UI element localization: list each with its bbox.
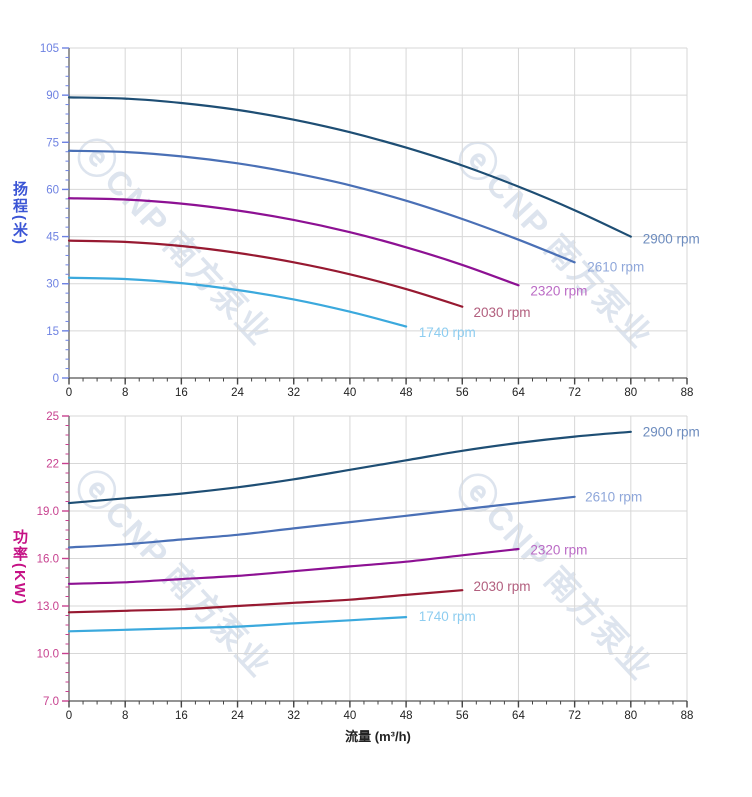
chart-power-vs-flow: 7.0 10.0 13.0 16.0 19.0 22 25 0 8 16 24 32 40 48 56 64 7… <box>37 411 700 722</box>
y-tick-label: 0 <box>53 373 59 385</box>
y-tick-label: 22 <box>46 459 59 471</box>
x-tick-label: 80 <box>624 710 637 722</box>
x-tick-label: 16 <box>175 387 188 399</box>
x-tick-label: 8 <box>122 387 128 399</box>
curve-1740-rpm-power-vs-flow <box>67 616 408 633</box>
x-tick-label: 56 <box>456 710 469 722</box>
series-label-2030-rpm: 2030 rpm <box>474 305 531 320</box>
x-tick-label: 88 <box>681 387 694 399</box>
y-tick-label: 105 <box>40 43 59 55</box>
x-axis: 0 8 16 24 32 40 48 56 64 72 80 88 <box>66 701 694 722</box>
head-axis-title: 扬程(米) <box>11 181 28 246</box>
x-tick-label: 72 <box>568 710 581 722</box>
curve-2900-rpm-head-vs-flow <box>67 96 632 238</box>
x-tick-label: 40 <box>344 710 357 722</box>
y-tick-label: 25 <box>46 411 59 423</box>
y-tick-label: 16.0 <box>37 554 59 566</box>
y-tick-label: 15 <box>46 326 59 338</box>
series-label-2900-rpm: 2900 rpm <box>643 231 700 246</box>
curve-2320-rpm-power-vs-flow <box>67 547 520 585</box>
x-tick-label: 64 <box>512 387 525 399</box>
x-tick-label: 24 <box>231 710 244 722</box>
series-label-1740-rpm: 1740 rpm <box>419 325 476 340</box>
x-tick-label: 32 <box>287 387 300 399</box>
chart-head-vs-flow: 0 15 30 45 60 75 90 105 0 8 16 24 32 40 48 56 64 72 80 88 29… <box>40 43 700 399</box>
series-label-2320-rpm: 2320 rpm <box>530 543 587 558</box>
x-tick-label: 80 <box>624 387 637 399</box>
x-tick-label: 16 <box>175 710 188 722</box>
x-tick-label: 24 <box>231 387 244 399</box>
y-axis: 0 15 30 45 60 75 90 105 <box>40 43 69 385</box>
x-tick-label: 0 <box>66 387 72 399</box>
curve-2610-rpm-head-vs-flow <box>67 149 576 264</box>
curve-2320-rpm-head-vs-flow <box>67 197 520 287</box>
y-tick-label: 90 <box>46 90 59 102</box>
y-tick-label: 19.0 <box>37 506 59 518</box>
x-tick-label: 88 <box>681 710 694 722</box>
x-tick-label: 0 <box>66 710 72 722</box>
x-tick-label: 32 <box>287 710 300 722</box>
series-label-2610-rpm: 2610 rpm <box>587 259 644 274</box>
series-label-2610-rpm: 2610 rpm <box>585 489 642 504</box>
curve-2030-rpm-power-vs-flow <box>67 589 464 614</box>
series-label-2030-rpm: 2030 rpm <box>474 579 531 594</box>
y-tick-label: 13.0 <box>37 601 59 613</box>
x-tick-label: 8 <box>122 710 128 722</box>
series-label-2320-rpm: 2320 rpm <box>530 283 587 298</box>
y-axis: 7.0 10.0 13.0 16.0 19.0 22 25 <box>37 411 69 708</box>
y-tick-label: 75 <box>46 137 59 149</box>
x-tick-label: 40 <box>344 387 357 399</box>
flow-axis-title: 流量 (m³/h) <box>345 729 411 744</box>
x-tick-label: 48 <box>400 710 413 722</box>
x-axis: 0 8 16 24 32 40 48 56 64 72 80 88 <box>66 378 694 399</box>
curve-1740-rpm-head-vs-flow <box>67 276 408 328</box>
x-tick-label: 72 <box>568 387 581 399</box>
y-tick-label: 30 <box>46 279 59 291</box>
y-tick-label: 45 <box>46 232 59 244</box>
x-tick-label: 64 <box>512 710 525 722</box>
curve-2900-rpm-power-vs-flow <box>67 430 632 505</box>
y-tick-label: 60 <box>46 184 59 196</box>
series-label-1740-rpm: 1740 rpm <box>419 609 476 624</box>
curve-2030-rpm-head-vs-flow <box>67 239 464 308</box>
x-tick-label: 56 <box>456 387 469 399</box>
curve-2610-rpm-power-vs-flow <box>67 495 576 549</box>
power-axis-title: 功率(KW) <box>11 529 28 606</box>
series-label-2900-rpm: 2900 rpm <box>643 425 700 440</box>
y-tick-label: 7.0 <box>43 696 59 708</box>
x-tick-label: 48 <box>400 387 413 399</box>
y-tick-label: 10.0 <box>37 649 59 661</box>
